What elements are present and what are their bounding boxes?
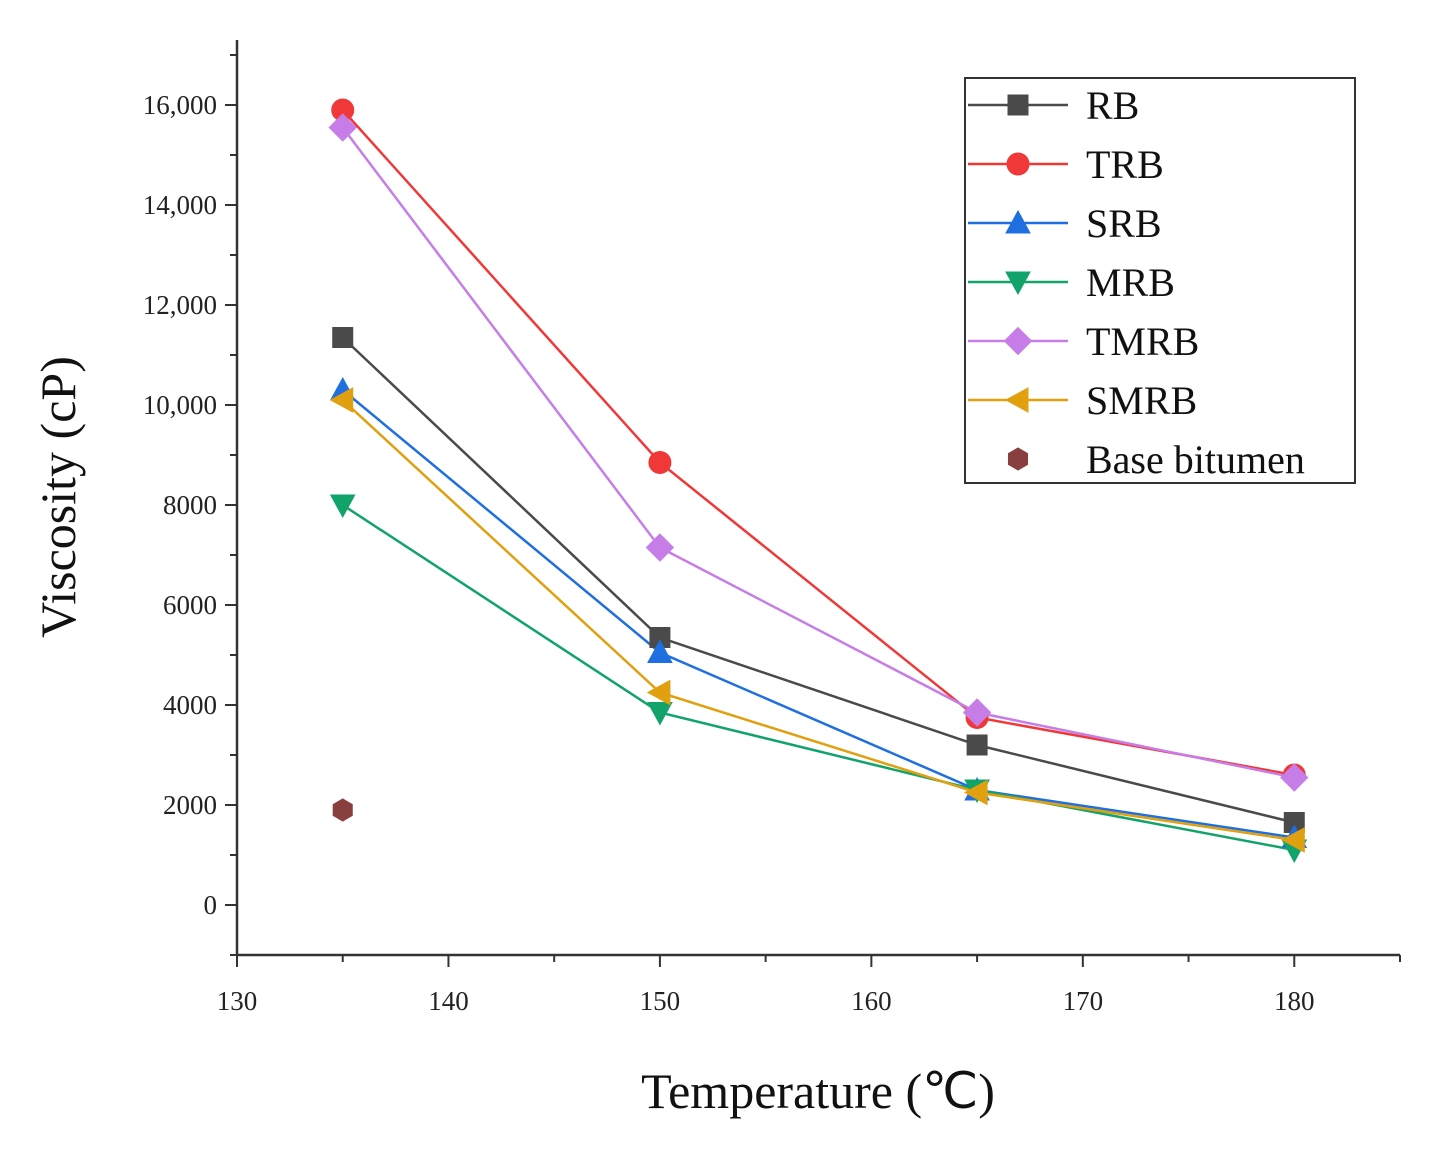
data-point-mrb: [329, 494, 356, 519]
legend-marker-tmrb: [1003, 326, 1033, 356]
x-axis-title: Temperature (℃): [641, 1063, 995, 1119]
series-line-srb: [341, 389, 1295, 839]
series-line-tmrb: [341, 126, 1295, 779]
data-point-rb: [332, 327, 354, 348]
legend-label: TMRB: [1086, 319, 1199, 364]
legend-marker-trb: [1006, 152, 1030, 176]
legend-item-rb: RB: [968, 83, 1139, 128]
series-markers: [328, 98, 1309, 864]
y-tick-label: 16,000: [143, 90, 217, 120]
legend-label: SRB: [1086, 201, 1162, 246]
legend-item-base-bitumen: Base bitumen: [1007, 437, 1305, 482]
series-line-smrb: [341, 399, 1295, 842]
legend-item-srb: SRB: [968, 201, 1162, 246]
data-point-mrb: [647, 702, 673, 726]
data-point-rb: [966, 734, 988, 756]
y-tick-label: 14,000: [143, 190, 217, 220]
series-line-rb: [341, 336, 1295, 824]
y-tick-label: 0: [204, 890, 218, 920]
y-tick-label: 4000: [163, 690, 217, 720]
legend-label: Base bitumen: [1086, 437, 1305, 482]
axis-ticks: 130 140 150 160 170 180 0 2000 4000 6000 8000 10,00…: [143, 54, 1401, 1016]
x-tick-label: 170: [1063, 986, 1104, 1016]
x-tick-label: 160: [851, 986, 892, 1016]
data-point-smrb: [329, 387, 354, 413]
y-tick-label: 8000: [163, 490, 217, 520]
legend-marker-srb: [1005, 209, 1031, 234]
legend-item-smrb: SMRB: [968, 378, 1197, 423]
data-point-tmrb: [1280, 763, 1309, 792]
legend-item-mrb: MRB: [968, 260, 1175, 305]
y-tick-label: 6000: [163, 590, 217, 620]
legend-marker-rb: [1007, 94, 1029, 116]
series-lines: [341, 109, 1295, 852]
legend-marker-mrb: [1005, 271, 1031, 296]
plot-frame: [235, 40, 1400, 957]
data-point-srb: [647, 639, 673, 663]
data-point-tmrb: [328, 113, 357, 142]
legend-label: TRB: [1086, 142, 1164, 187]
legend-marker-smrb: [1004, 387, 1029, 413]
y-tick-label: 10,000: [143, 390, 217, 420]
legend: RB TRB SRB MRB TMRB SMRB Base bitumen: [964, 77, 1356, 484]
x-tick-label: 150: [640, 986, 681, 1016]
legend-items: RB TRB SRB MRB TMRB SMRB Base bitumen: [968, 83, 1305, 482]
x-tick-label: 130: [217, 986, 258, 1016]
data-point-tmrb: [962, 698, 992, 727]
data-point-trb: [648, 451, 672, 474]
legend-box: [964, 77, 1356, 484]
legend-label: MRB: [1086, 260, 1175, 305]
legend-label: RB: [1086, 83, 1139, 128]
data-point-smrb: [646, 679, 671, 706]
data-point-base-bitumen: [332, 798, 353, 822]
legend-label: SMRB: [1086, 378, 1197, 423]
x-tick-label: 140: [428, 986, 469, 1016]
data-point-tmrb: [645, 533, 675, 562]
data-point-smrb: [964, 779, 988, 806]
y-tick-label: 12,000: [143, 290, 217, 320]
x-tick-label: 180: [1274, 986, 1315, 1016]
y-tick-label: 2000: [163, 790, 217, 820]
legend-marker-base-bitumen: [1007, 447, 1029, 471]
legend-item-tmrb: TMRB: [968, 319, 1199, 364]
data-point-smrb: [1281, 827, 1305, 853]
legend-item-trb: TRB: [968, 142, 1164, 187]
series-line-mrb: [342, 503, 1295, 852]
y-axis-title: Viscosity (cP): [30, 356, 86, 638]
